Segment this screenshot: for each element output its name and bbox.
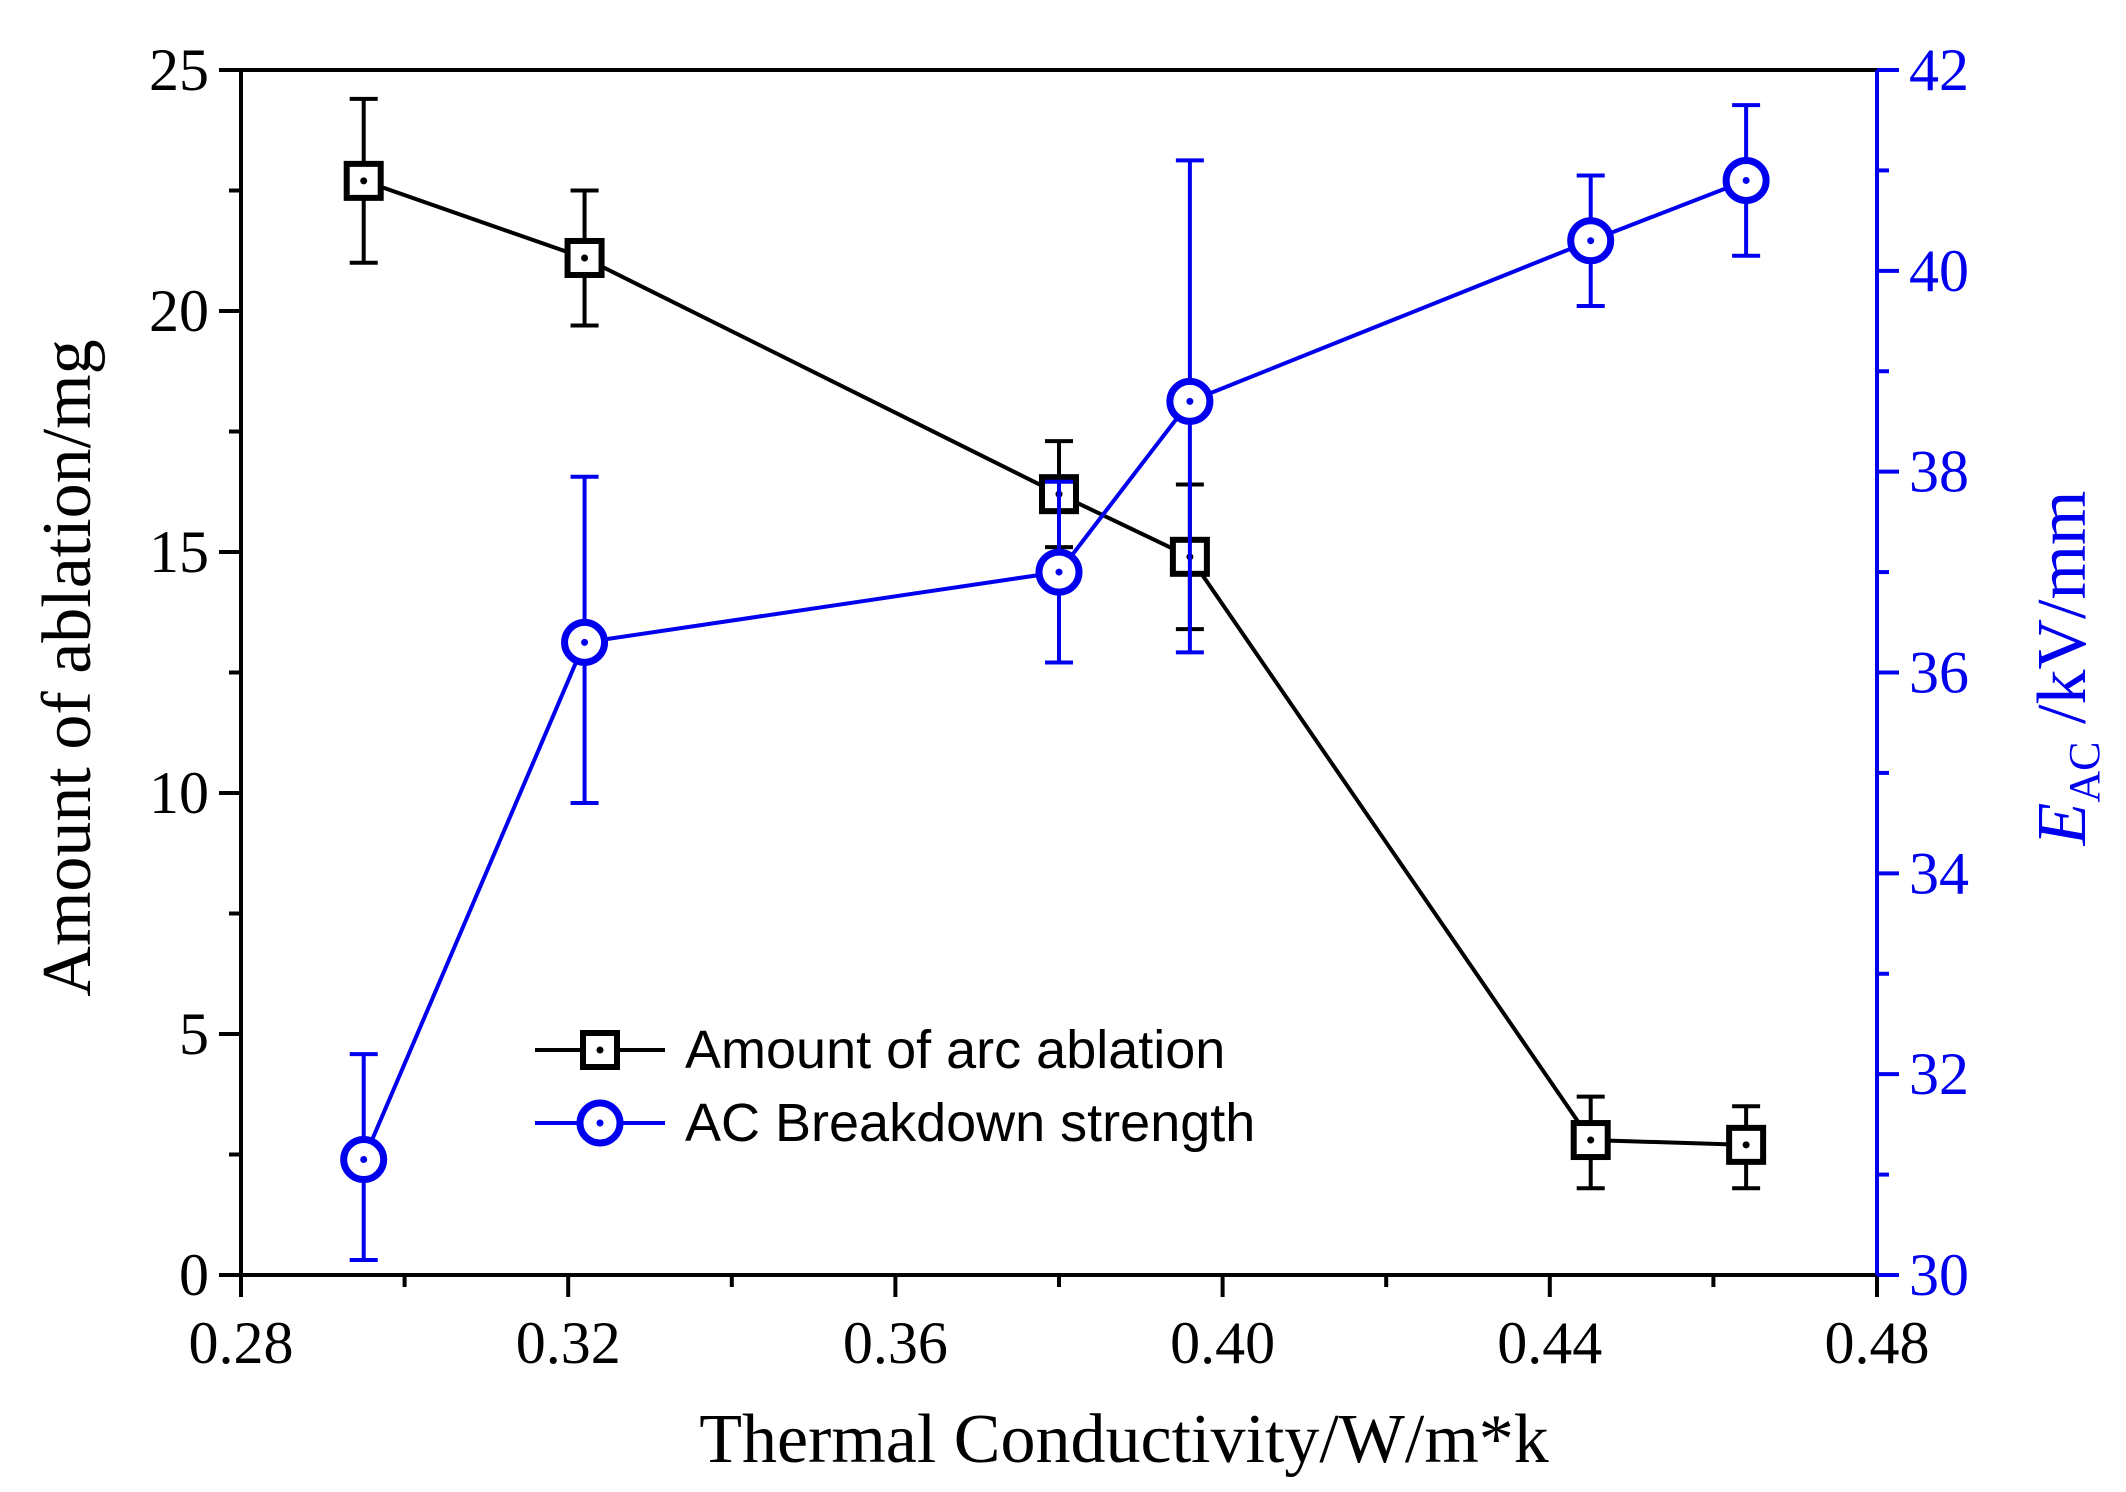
x-tick-label: 0.44	[1497, 1310, 1602, 1376]
data-point-center	[360, 177, 368, 185]
y-right-tick-label: 42	[1909, 37, 1969, 103]
data-point-square	[1726, 1124, 1767, 1165]
y-axis-right-label-main: E	[2024, 803, 2101, 847]
legend-item-2: AC Breakdown strength	[535, 1093, 1255, 1153]
axes: 0.28 0.32 0.36 0.40 0.44 0.48 0 5 10 15 20 25 30 32 34…	[149, 37, 1969, 1376]
data-point-center	[1742, 176, 1750, 184]
series-line	[361, 178, 1747, 1161]
y-right-tick-label: 36	[1909, 640, 1969, 706]
data-point-center	[581, 638, 589, 646]
y-left-tick-label: 10	[149, 760, 209, 826]
legend-marker-center	[596, 1046, 604, 1054]
y-right-tick-label: 32	[1909, 1041, 1969, 1107]
y-axis-right-label-sub: AC	[2060, 741, 2109, 802]
y-right-tick-label: 34	[1909, 840, 1969, 906]
x-tick-label: 0.48	[1825, 1310, 1930, 1376]
data-point-center	[1587, 237, 1595, 245]
series-2	[340, 103, 1770, 1262]
x-axis-label: Thermal Conductivity/W/m*k	[699, 1401, 1549, 1478]
y-left-tick-label: 0	[179, 1242, 209, 1308]
y-left-tick-label: 20	[149, 278, 209, 344]
y-left-tick-label: 25	[149, 37, 209, 103]
y-right-tick-label: 40	[1909, 238, 1969, 304]
y-axis-right-label: EAC /kV/mm	[2024, 491, 2109, 847]
legend-label: Amount of arc ablation	[685, 1020, 1225, 1080]
data-point-center	[1055, 568, 1063, 576]
legend-marker-center	[596, 1119, 604, 1127]
y-right-tick-label: 30	[1909, 1242, 1969, 1308]
data-point-center	[360, 1156, 368, 1164]
y-left-tick-label: 5	[179, 1001, 209, 1067]
data-point-center	[1742, 1141, 1750, 1149]
data-point-center	[1587, 1136, 1595, 1144]
series-line	[363, 178, 1747, 1147]
y-right-tick-label: 38	[1909, 439, 1969, 505]
x-tick-label: 0.40	[1170, 1310, 1275, 1376]
x-tick-label: 0.32	[516, 1310, 621, 1376]
data-point-center	[1186, 397, 1194, 405]
legend-item-1: Amount of arc ablation	[535, 1020, 1225, 1080]
legend-label: AC Breakdown strength	[685, 1093, 1255, 1153]
x-tick-label: 0.36	[843, 1310, 948, 1376]
series-layer	[340, 96, 1770, 1262]
data-point-center	[581, 254, 589, 262]
y-left-tick-label: 15	[149, 519, 209, 585]
y-axis-right-label-unit: /kV/mm	[2024, 491, 2101, 742]
y-axis-left-label: Amount of ablation/mg	[29, 339, 106, 996]
legend: Amount of arc ablation AC Breakdown stren…	[535, 1020, 1255, 1153]
x-tick-label: 0.28	[189, 1310, 294, 1376]
